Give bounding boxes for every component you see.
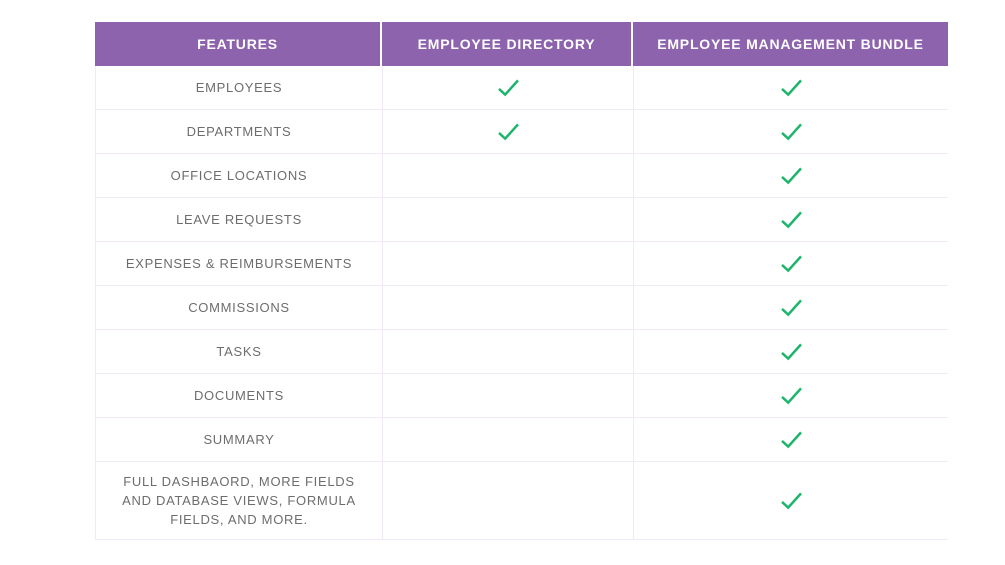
employee-directory-cell xyxy=(383,66,634,109)
column-header-employee-directory: EMPLOYEE DIRECTORY xyxy=(382,22,633,66)
table-row: OFFICE LOCATIONS xyxy=(96,154,949,198)
table-header-row: FEATURES EMPLOYEE DIRECTORY EMPLOYEE MAN… xyxy=(95,22,948,66)
table-row: EMPLOYEES xyxy=(96,66,949,110)
employee-management-bundle-cell xyxy=(634,154,949,197)
employee-directory-cell xyxy=(383,330,634,373)
employee-management-bundle-cell xyxy=(634,374,949,417)
table-row: SUMMARY xyxy=(96,418,949,462)
feature-label: FULL DASHBAORD, MORE FIELDS AND DATABASE… xyxy=(96,462,383,539)
table-row: LEAVE REQUESTS xyxy=(96,198,949,242)
employee-management-bundle-cell xyxy=(634,330,949,373)
feature-label: LEAVE REQUESTS xyxy=(96,198,383,241)
employee-management-bundle-cell xyxy=(634,462,949,539)
feature-label: DEPARTMENTS xyxy=(96,110,383,153)
check-icon xyxy=(781,255,802,273)
feature-label: DOCUMENTS xyxy=(96,374,383,417)
check-icon xyxy=(781,79,802,97)
employee-directory-cell xyxy=(383,242,634,285)
employee-directory-cell xyxy=(383,154,634,197)
check-icon xyxy=(781,123,802,141)
table-row: TASKS xyxy=(96,330,949,374)
employee-directory-cell xyxy=(383,286,634,329)
check-icon xyxy=(781,492,802,510)
employee-management-bundle-cell xyxy=(634,66,949,109)
check-icon xyxy=(497,123,519,141)
employee-management-bundle-cell xyxy=(634,198,949,241)
employee-management-bundle-cell xyxy=(634,286,949,329)
check-icon xyxy=(497,79,519,97)
employee-directory-cell xyxy=(383,110,634,153)
table-row: FULL DASHBAORD, MORE FIELDS AND DATABASE… xyxy=(96,462,949,539)
employee-management-bundle-cell xyxy=(634,242,949,285)
feature-label: TASKS xyxy=(96,330,383,373)
employee-management-bundle-cell xyxy=(634,418,949,461)
check-icon xyxy=(781,211,802,229)
feature-label: SUMMARY xyxy=(96,418,383,461)
column-header-features: FEATURES xyxy=(95,22,382,66)
employee-directory-cell xyxy=(383,198,634,241)
feature-label: COMMISSIONS xyxy=(96,286,383,329)
employee-directory-cell xyxy=(383,418,634,461)
check-icon xyxy=(781,299,802,317)
table-body: EMPLOYEES DEPARTMENTS OFFICE LOCATIONS xyxy=(95,66,949,540)
column-header-employee-management-bundle: EMPLOYEE MANAGEMENT BUNDLE xyxy=(633,22,948,66)
check-icon xyxy=(781,167,802,185)
employee-directory-cell xyxy=(383,462,634,539)
feature-label: OFFICE LOCATIONS xyxy=(96,154,383,197)
table-row: COMMISSIONS xyxy=(96,286,949,330)
table-row: EXPENSES & REIMBURSEMENTS xyxy=(96,242,949,286)
table-row: DEPARTMENTS xyxy=(96,110,949,154)
feature-label: EMPLOYEES xyxy=(96,66,383,109)
feature-comparison-table: FEATURES EMPLOYEE DIRECTORY EMPLOYEE MAN… xyxy=(95,22,949,540)
feature-label: EXPENSES & REIMBURSEMENTS xyxy=(96,242,383,285)
employee-directory-cell xyxy=(383,374,634,417)
check-icon xyxy=(781,343,802,361)
check-icon xyxy=(781,387,802,405)
check-icon xyxy=(781,431,802,449)
employee-management-bundle-cell xyxy=(634,110,949,153)
table-row: DOCUMENTS xyxy=(96,374,949,418)
